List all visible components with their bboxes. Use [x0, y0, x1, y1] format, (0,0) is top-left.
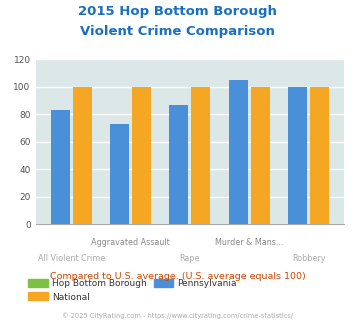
- Text: Murder & Mans...: Murder & Mans...: [215, 238, 284, 247]
- Text: Compared to U.S. average. (U.S. average equals 100): Compared to U.S. average. (U.S. average …: [50, 272, 305, 281]
- Bar: [310, 87, 329, 224]
- Text: Robbery: Robbery: [292, 254, 326, 263]
- Text: Rape: Rape: [180, 254, 200, 263]
- Bar: [229, 80, 248, 224]
- Legend: Hop Bottom Borough, National, Pennsylvania: Hop Bottom Borough, National, Pennsylvan…: [24, 275, 240, 305]
- Bar: [73, 87, 92, 224]
- Bar: [251, 87, 270, 224]
- Text: Aggravated Assault: Aggravated Assault: [91, 238, 170, 247]
- Bar: [169, 105, 189, 224]
- Bar: [288, 87, 307, 224]
- Bar: [132, 87, 151, 224]
- Bar: [191, 87, 211, 224]
- Bar: [110, 124, 129, 224]
- Text: 2015 Hop Bottom Borough: 2015 Hop Bottom Borough: [78, 5, 277, 18]
- Text: All Violent Crime: All Violent Crime: [38, 254, 105, 263]
- Text: Violent Crime Comparison: Violent Crime Comparison: [80, 25, 275, 38]
- Text: © 2025 CityRating.com - https://www.cityrating.com/crime-statistics/: © 2025 CityRating.com - https://www.city…: [62, 312, 293, 318]
- Bar: [51, 110, 70, 224]
